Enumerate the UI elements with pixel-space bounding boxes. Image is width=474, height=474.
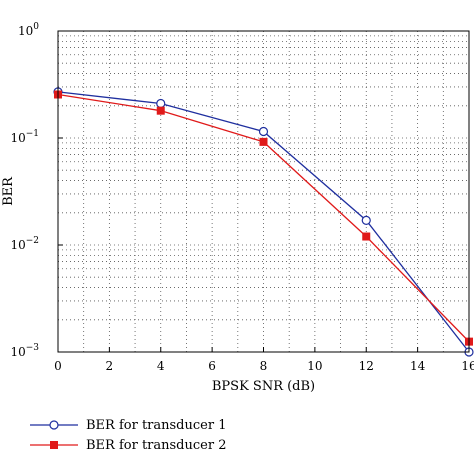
data-point xyxy=(258,126,269,137)
data-point xyxy=(49,420,59,430)
x-tick-label: 4 xyxy=(157,359,165,373)
data-point xyxy=(259,137,268,146)
x-tick-label: 12 xyxy=(359,359,374,373)
data-point xyxy=(361,215,371,225)
x-tick-label: 6 xyxy=(208,359,216,373)
plot-frame xyxy=(57,30,470,353)
x-tick-label: 14 xyxy=(410,359,426,373)
data-point xyxy=(156,98,166,109)
data-point xyxy=(362,232,371,241)
x-tick-label: 2 xyxy=(106,359,114,373)
y-tick-label: 100 xyxy=(18,22,39,38)
legend-label: BER for transducer 2 xyxy=(86,438,226,453)
grid-lines xyxy=(58,31,469,352)
data-point xyxy=(50,441,58,449)
legend-label: BER for transducer 1 xyxy=(86,418,226,433)
data-point xyxy=(156,106,165,115)
legend-item: BER for transducer 1 xyxy=(30,418,226,433)
y-tick-label: 10−2 xyxy=(10,236,39,252)
legend-item: BER for transducer 2 xyxy=(30,438,226,453)
legend: BER for transducer 1 BER for transducer 2 xyxy=(30,418,226,453)
x-tick-label: 16 xyxy=(461,359,474,373)
tick-labels: 0 2 4 6 8 10 12 14 16 100 10−1 10−2 10−3 xyxy=(10,22,474,373)
x-axis-label: BPSK SNR (dB) xyxy=(212,379,315,394)
x-tick-label: 8 xyxy=(260,359,268,373)
x-tick-label: 10 xyxy=(307,359,322,373)
y-tick-label: 10−3 xyxy=(10,343,39,359)
y-axis-label: BER xyxy=(1,176,16,206)
x-tick-label: 0 xyxy=(54,359,62,373)
y-tick-label: 10−1 xyxy=(10,129,39,145)
